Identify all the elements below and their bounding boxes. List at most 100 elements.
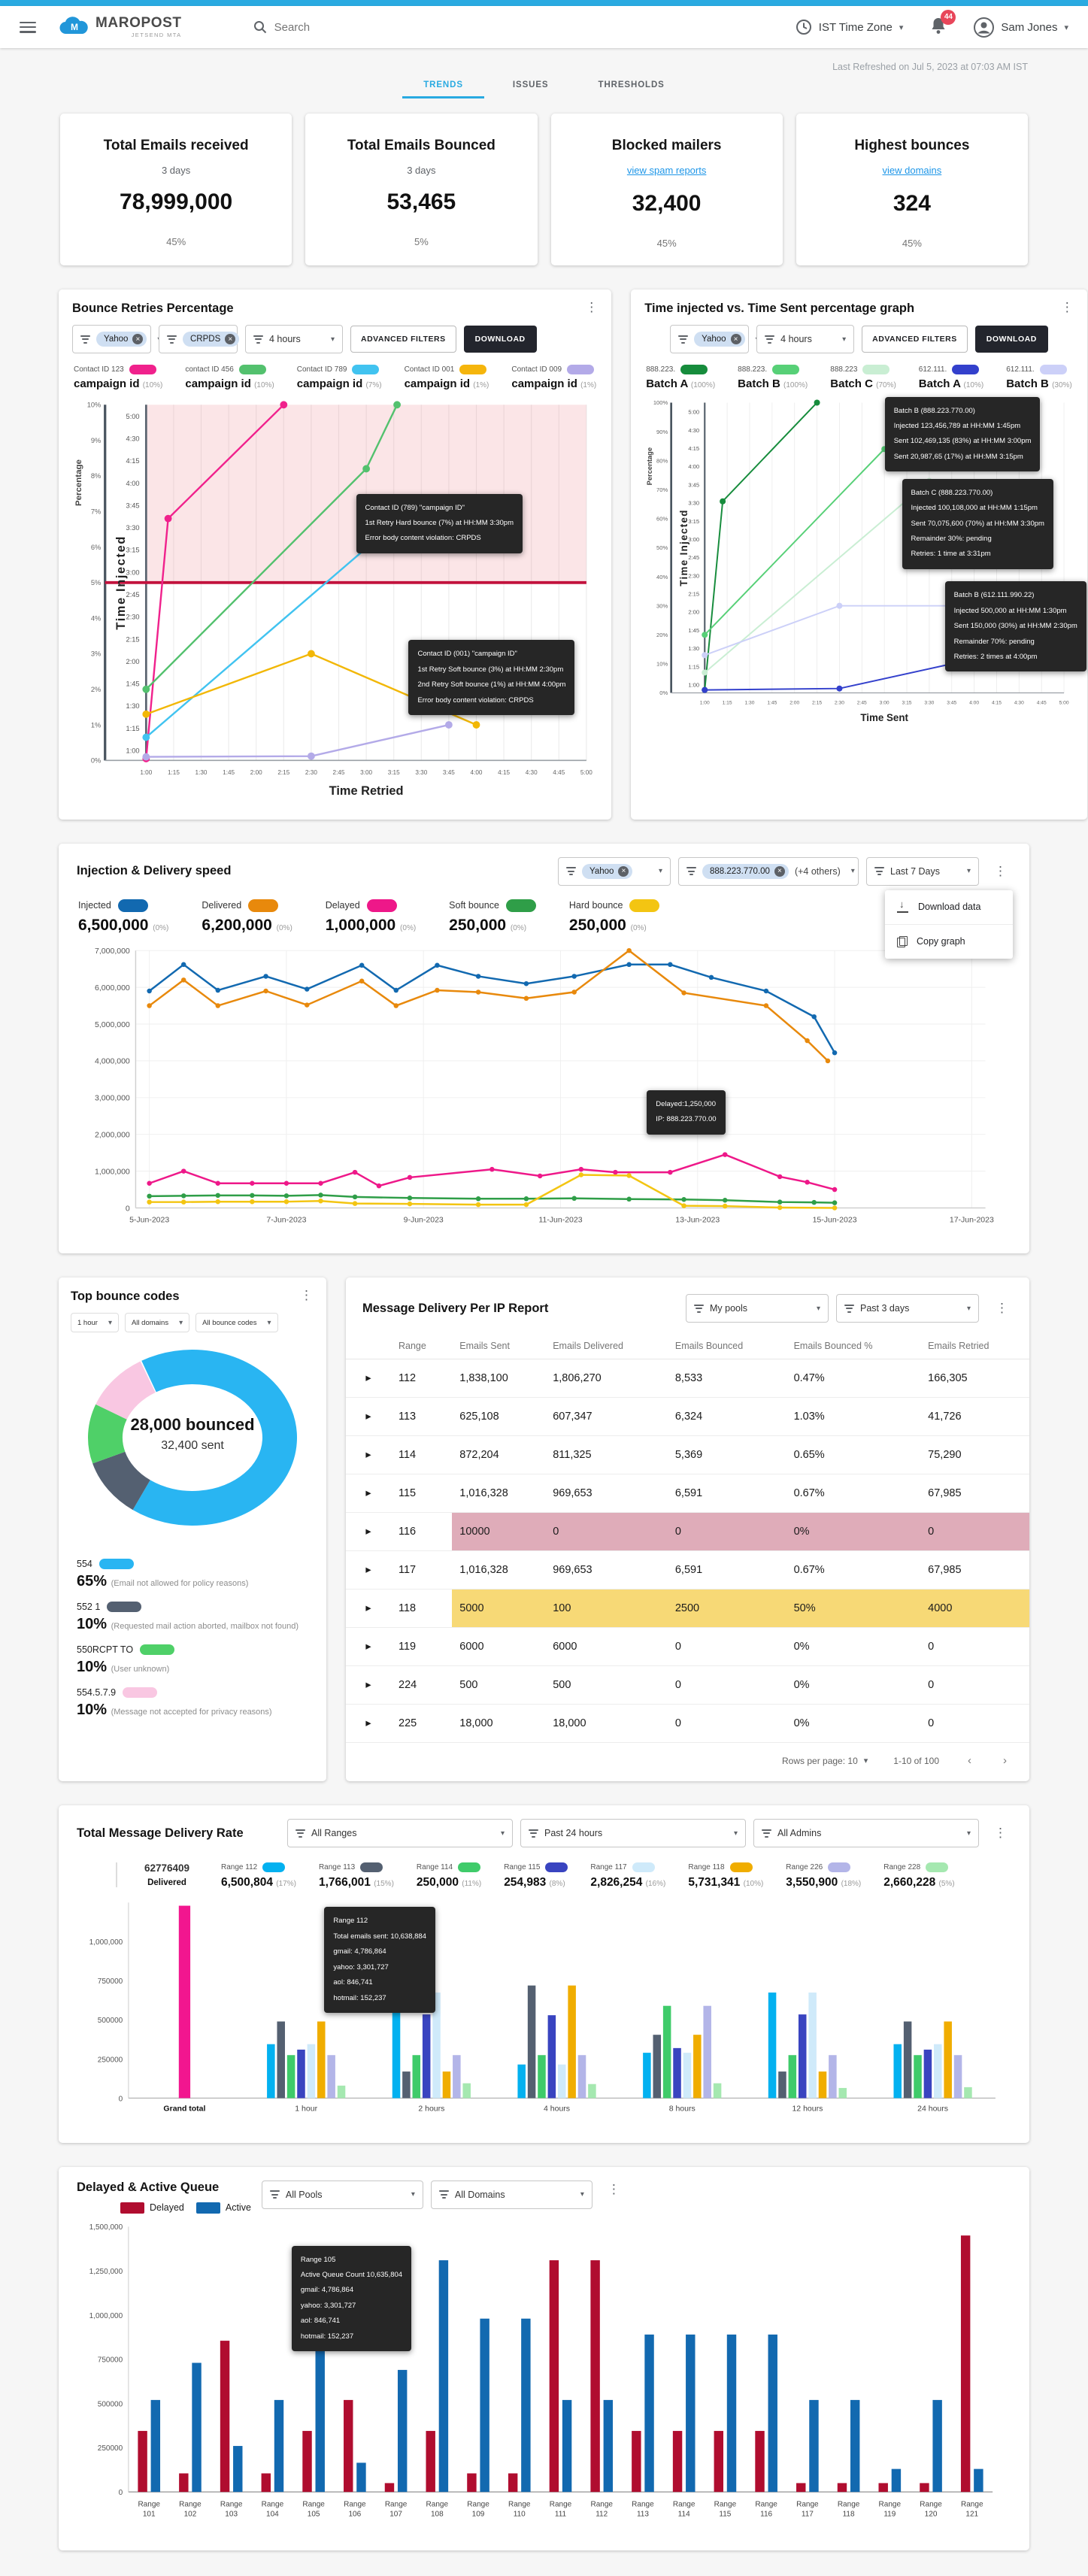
legend-item: Delayed 1,000,000 (0%) xyxy=(326,899,416,935)
legend-swatch xyxy=(828,1862,851,1873)
download-button[interactable]: DOWNLOAD xyxy=(463,326,537,353)
stat-value: 324 xyxy=(893,191,931,216)
filter-dropdown[interactable]: 1 hour ▾ xyxy=(71,1313,119,1333)
svg-text:4:00: 4:00 xyxy=(689,463,700,470)
legend-swatch xyxy=(505,899,536,912)
filter-dropdown[interactable]: 4 hours ▾ xyxy=(756,325,855,353)
notifications-button[interactable]: 44 xyxy=(930,9,956,38)
chip-remove-icon[interactable]: × xyxy=(225,334,236,344)
filter-dropdown[interactable]: Yahoo×▾ xyxy=(72,325,161,353)
tooltip-line: aol: 846,741 xyxy=(300,2317,341,2326)
time-injected-chart[interactable]: 0% 10% 20% 30% 40% 50% 60% 70% 80% 90% 100% 5:00 4:3… xyxy=(644,393,1086,735)
filter-icon-bar xyxy=(255,338,262,340)
svg-text:24 hours: 24 hours xyxy=(917,2105,948,2114)
row-expand-icon[interactable]: ▸ xyxy=(346,1359,391,1399)
filter-dropdown[interactable]: All Ranges ▾ xyxy=(287,1819,513,1848)
filter-dropdown[interactable]: Yahoo×▾ xyxy=(558,856,671,886)
filter-dropdown[interactable]: Yahoo×▾ xyxy=(670,325,759,353)
tab-issues[interactable]: ISSUES xyxy=(512,80,549,89)
tab-trends[interactable]: TRENDS xyxy=(402,72,484,98)
filter-icon xyxy=(529,1829,538,1838)
table-cell: 0 xyxy=(667,1627,786,1667)
tooltip-line: 1st Retry Soft bounce (3%) at HH:MM 2:30… xyxy=(417,665,564,674)
advanced-filters-button[interactable]: ADVANCED FILTERS xyxy=(350,326,456,353)
chip-remove-icon[interactable]: × xyxy=(730,334,741,344)
row-expand-icon[interactable]: ▸ xyxy=(346,1474,391,1514)
row-expand-icon[interactable]: ▸ xyxy=(346,1627,391,1667)
tab-thresholds[interactable]: THRESHOLDS xyxy=(598,80,665,89)
cell-range: 114 xyxy=(391,1435,453,1475)
svg-text:1:15: 1:15 xyxy=(689,663,700,670)
row-expand-icon[interactable]: ▸ xyxy=(346,1665,391,1705)
search-input[interactable]: Search xyxy=(253,20,310,34)
chip-remove-icon[interactable]: × xyxy=(132,334,144,344)
filter-dropdown[interactable]: All domains ▾ xyxy=(124,1313,190,1333)
stat-link[interactable]: view domains xyxy=(882,165,942,176)
sent-total: 32,400 sent xyxy=(161,1439,224,1453)
chart-legend-row: 62776409 Delivered Range 112 6,500,804 (1… xyxy=(77,1862,1011,1890)
legend-item: Range 117 2,826,254 (16%) xyxy=(590,1862,665,1890)
filter-dropdown[interactable]: 4 hours ▾ xyxy=(245,325,343,353)
tooltip: Range 112 Total emails sent: 10,638,884 gm… xyxy=(324,1907,435,2014)
delayed-active-queue-chart[interactable]: 0 250000 500000 750000 1,000,000 1,250,000 1,5… xyxy=(77,2217,1011,2540)
timezone-dropdown[interactable]: IST Time Zone ▾ xyxy=(796,19,903,35)
hamburger-menu-icon[interactable] xyxy=(20,21,36,33)
download-button[interactable]: DOWNLOAD xyxy=(974,326,1048,353)
next-page-button[interactable]: › xyxy=(1003,1754,1007,1768)
filter-dropdown[interactable]: 888.223.770.00 × (+4 others) ▾ xyxy=(678,856,859,886)
brand-logo[interactable]: M MAROPOST JETSEND MTA xyxy=(59,16,182,38)
filter-dropdown[interactable]: All Admins ▾ xyxy=(753,1819,979,1848)
bounce-retries-chart[interactable]: 0% 1% 2% 3% 4% 5% 6% 7% 8% 9% 10% 5:00 4:30 4:15 4:00 3… xyxy=(72,393,598,812)
legend-item: Range 115 254,983 (8%) xyxy=(504,1862,568,1890)
legend-item: Contact ID 001 campaign id (1%) xyxy=(405,365,489,390)
table-cell: 500 xyxy=(545,1665,668,1705)
chevron-down-icon: ▾ xyxy=(850,867,855,876)
bounce-code-detail: 10% (User unknown) xyxy=(77,1659,308,1676)
delivery-rate-chart[interactable]: 0 250000 500000 750000 1,000,000 Grand total 1… xyxy=(77,1893,1011,2134)
tooltip-line: Error body content violation: CRPDS xyxy=(417,696,534,705)
menu-item-copy-graph[interactable]: Copy graph xyxy=(885,923,1013,959)
filter-dropdown[interactable]: All Domains ▾ xyxy=(430,2180,592,2209)
chip-remove-icon[interactable]: × xyxy=(774,865,785,877)
row-expand-icon[interactable]: ▸ xyxy=(346,1704,391,1744)
filter-value: 4 hours xyxy=(780,334,812,344)
table-cell: 10000 xyxy=(452,1512,546,1552)
chip-remove-icon[interactable]: × xyxy=(618,865,629,877)
kebab-menu-icon[interactable]: ⋮ xyxy=(300,1288,313,1303)
kebab-menu-icon[interactable]: ⋮ xyxy=(585,300,599,314)
svg-text:Range: Range xyxy=(550,2500,572,2508)
legend-percent: (15%) xyxy=(374,1880,394,1889)
user-menu[interactable]: Sam Jones ▾ xyxy=(974,17,1068,38)
filter-dropdown[interactable]: All Pools ▾ xyxy=(261,2180,423,2209)
filter-dropdown[interactable]: Last 7 Days ▾ xyxy=(866,856,979,886)
legend-value: 6,200,000 (0%) xyxy=(202,916,292,934)
card-title: Top bounce codes xyxy=(71,1290,180,1304)
kebab-menu-icon[interactable]: ⋮ xyxy=(996,1301,1008,1316)
rows-per-page[interactable]: Rows per page: 10 xyxy=(782,1755,858,1766)
filter-dropdown[interactable]: Past 24 hours ▾ xyxy=(520,1819,746,1848)
row-expand-icon[interactable]: ▸ xyxy=(346,1550,391,1590)
filter-dropdown[interactable]: All bounce codes ▾ xyxy=(195,1313,278,1333)
kebab-menu-icon[interactable]: ⋮ xyxy=(994,1826,1007,1841)
row-expand-icon[interactable]: ▸ xyxy=(346,1512,391,1552)
filter-icon xyxy=(694,1304,704,1313)
advanced-filters-button[interactable]: ADVANCED FILTERS xyxy=(862,326,968,353)
row-expand-icon[interactable]: ▸ xyxy=(346,1397,391,1437)
svg-text:Range: Range xyxy=(467,2500,489,2508)
chevron-down-icon: ▾ xyxy=(330,335,335,344)
kebab-menu-icon[interactable]: ⋮ xyxy=(994,863,1007,878)
bounce-codes-donut[interactable]: 28,000 bounced 32,400 sent xyxy=(72,1343,313,1540)
menu-item-download-data[interactable]: Download data xyxy=(885,890,1013,924)
filter-dropdown[interactable]: My pools ▾ xyxy=(686,1294,829,1323)
injection-delivery-chart[interactable]: 0 1,000,000 2,000,000 3,000,000 4,000,000 5,0… xyxy=(77,938,1011,1244)
row-expand-icon[interactable]: ▸ xyxy=(346,1589,391,1629)
stat-footer: 45% xyxy=(902,238,922,249)
filter-dropdown[interactable]: CRPDS×▾ xyxy=(159,325,253,353)
filter-dropdown[interactable]: Past 3 days ▾ xyxy=(836,1294,979,1323)
prev-page-button[interactable]: ‹ xyxy=(968,1754,971,1768)
kebab-menu-icon[interactable]: ⋮ xyxy=(607,2181,620,2196)
row-expand-icon[interactable]: ▸ xyxy=(346,1435,391,1475)
stat-link[interactable]: view spam reports xyxy=(626,165,707,176)
search-icon xyxy=(253,21,266,34)
kebab-menu-icon[interactable]: ⋮ xyxy=(1060,300,1074,314)
